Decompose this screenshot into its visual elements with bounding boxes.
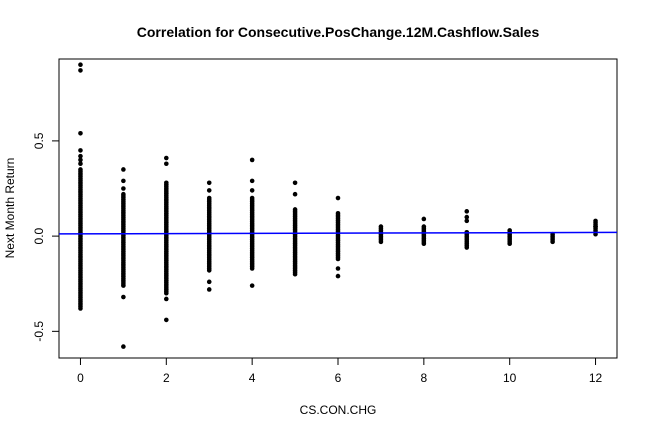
y-axis: -0.5 0.0 0.5: [32, 132, 59, 342]
plot-frame: [58, 58, 618, 359]
data-point-outlier: [78, 157, 83, 163]
data-point-outlier: [249, 178, 255, 184]
data-point-outlier: [249, 188, 255, 193]
x-axis-label: CS.CON.CHG: [300, 403, 377, 417]
data-point: [507, 228, 512, 233]
data-point-outlier: [593, 224, 598, 229]
x-tick-label: 10: [503, 371, 517, 385]
data-point-outlier: [121, 294, 126, 300]
x-tick-label: 8: [421, 371, 428, 385]
data-point-outlier: [78, 68, 83, 73]
x-tick-label: 4: [249, 371, 256, 385]
data-point: [78, 167, 83, 172]
scatter-points: [78, 62, 598, 349]
data-point-outlier: [292, 180, 298, 186]
data-point: [249, 195, 255, 201]
data-point-outlier: [464, 214, 470, 220]
regression-line: [58, 231, 618, 235]
data-point-outlier: [292, 191, 298, 197]
x-tick-label: 6: [335, 371, 342, 385]
data-point-outlier: [421, 216, 427, 222]
data-point: [206, 195, 212, 201]
data-point: [164, 180, 169, 186]
data-point-outlier: [78, 153, 83, 159]
data-point: [335, 210, 341, 216]
data-point-outlier: [464, 209, 470, 214]
data-point-outlier: [206, 188, 212, 193]
data-point-outlier: [78, 148, 83, 153]
data-point-outlier: [78, 161, 83, 167]
data-point: [593, 218, 598, 224]
x-tick-label: 0: [77, 371, 84, 385]
data-point-outlier: [164, 296, 169, 302]
chart-title: Correlation for Consecutive.PosChange.12…: [137, 24, 540, 40]
data-point-outlier: [335, 195, 341, 201]
y-tick-label: 0.5: [32, 132, 46, 149]
data-point: [292, 207, 298, 212]
regression-line-group: [58, 231, 618, 235]
data-point-outlier: [121, 344, 126, 349]
data-point-outlier: [249, 157, 255, 163]
y-tick-label: -0.5: [32, 321, 46, 342]
data-point: [121, 191, 126, 197]
x-axis: 0 2 4 6 8 10 12: [77, 358, 603, 385]
data-point: [421, 224, 427, 229]
x-tick-label: 12: [589, 371, 603, 385]
data-point-outlier: [164, 317, 169, 323]
data-point-outlier: [206, 279, 212, 285]
data-point-outlier: [335, 273, 341, 279]
data-point-outlier: [335, 266, 341, 271]
data-point-outlier: [206, 287, 212, 292]
data-point-outlier: [78, 130, 83, 136]
data-point-outlier: [206, 180, 212, 186]
y-tick-label: 0.0: [32, 227, 46, 244]
data-point-outlier: [164, 161, 169, 167]
data-point-outlier: [78, 62, 83, 68]
data-point-outlier: [121, 186, 126, 191]
data-point: [378, 224, 384, 229]
data-point-outlier: [121, 167, 126, 172]
x-tick-label: 2: [163, 371, 170, 385]
data-point-outlier: [121, 178, 126, 184]
y-axis-label: Next Month Return: [3, 158, 17, 259]
data-point-outlier: [249, 283, 255, 288]
data-point-outlier: [164, 155, 169, 161]
data-point-outlier: [464, 218, 470, 224]
